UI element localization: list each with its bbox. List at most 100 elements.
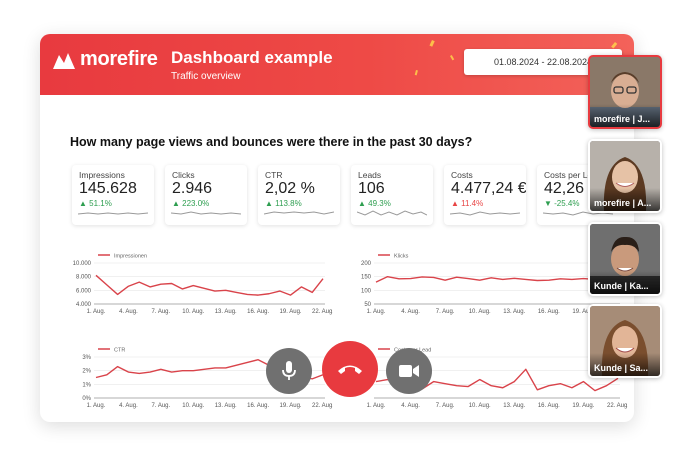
x-tick-label: 1. Aug. [367, 309, 386, 315]
kpi-value: 145.628 [79, 180, 137, 197]
series-line [375, 275, 619, 283]
participant-name: morefire | A... [590, 188, 660, 211]
costs-per-lead-line-chart: Costs per Lead1. Aug.4. Aug.7. Aug.10. A… [367, 348, 628, 410]
camera-button[interactable] [386, 348, 432, 394]
y-tick-label: 3% [82, 355, 91, 361]
y-tick-label: 0% [82, 396, 91, 402]
x-tick-label: 10. Aug. [182, 403, 204, 409]
dashboard-title: Dashboard example [171, 48, 333, 67]
y-tick-label: 2% [82, 369, 91, 375]
kpi-label: Costs per Le [544, 170, 593, 180]
kpi-card-clicks[interactable]: Clicks 2.946 ▲ 223.0% [165, 165, 247, 225]
x-tick-label: 7. Aug. [152, 403, 171, 409]
legend-label: Klicks [394, 254, 409, 260]
kpi-card-impressions[interactable]: Impressions 145.628 ▲ 51.1% [72, 165, 154, 225]
kpi-label: Costs [451, 170, 473, 180]
y-tick-label: 200 [361, 261, 372, 267]
kpi-sparkline [357, 210, 427, 216]
x-tick-label: 19. Aug. [572, 309, 594, 315]
y-tick-label: 6.000 [76, 288, 92, 294]
x-tick-label: 19. Aug. [280, 309, 302, 315]
x-tick-label: 13. Aug. [215, 403, 237, 409]
participant-tile-2[interactable]: morefire | A... [588, 139, 662, 213]
x-tick-label: 22. Aug. [607, 403, 628, 409]
y-tick-label: 100 [361, 288, 372, 294]
kpi-delta: ▲ 113.8% [265, 199, 302, 208]
kpi-value: 4.477,24 € [451, 180, 526, 197]
x-tick-label: 7. Aug. [436, 403, 455, 409]
kpi-value: 106 [358, 180, 385, 197]
participant-tile-1[interactable]: morefire | J... [588, 55, 662, 129]
y-tick-label: 10.000 [73, 261, 92, 267]
x-tick-label: 13. Aug. [503, 403, 525, 409]
x-tick-label: 19. Aug. [572, 403, 594, 409]
participant-tile-4[interactable]: Kunde | Sa... [588, 304, 662, 378]
video-camera-icon [399, 365, 419, 377]
x-tick-label: 4. Aug. [401, 309, 420, 315]
microphone-icon [282, 361, 296, 380]
x-tick-label: 4. Aug. [401, 403, 420, 409]
y-tick-label: 4.000 [76, 302, 92, 308]
y-tick-label: 1% [82, 382, 91, 388]
morefire-logo-icon [53, 52, 75, 69]
kpi-delta: ▲ 11.4% [451, 199, 484, 208]
series-line [95, 274, 324, 296]
dashboard-header: morefire Dashboard example Traffic overv… [40, 34, 634, 95]
x-tick-label: 10. Aug. [469, 403, 491, 409]
x-tick-label: 13. Aug. [503, 309, 525, 315]
x-tick-label: 16. Aug. [247, 403, 269, 409]
x-tick-label: 7. Aug. [436, 309, 455, 315]
kpi-sparkline [543, 211, 613, 216]
morefire-logo[interactable]: morefire [52, 48, 158, 71]
x-tick-label: 22. Aug. [312, 403, 333, 409]
kpi-label: Leads [358, 170, 382, 180]
participant-tile-3[interactable]: Kunde | Ka... [588, 222, 662, 296]
kpi-card-ctr[interactable]: CTR 2,02 % ▲ 113.8% [258, 165, 340, 225]
x-tick-label: 22. Aug. [312, 309, 333, 315]
kpi-sparkline [171, 211, 241, 215]
kpi-delta: ▼ -25.4% [544, 199, 580, 208]
x-tick-label: 16. Aug. [538, 309, 560, 315]
dashboard-subtitle: Traffic overview [171, 71, 241, 82]
kpi-delta: ▲ 51.1% [79, 199, 112, 208]
kpi-label: Impressions [79, 170, 125, 180]
kpi-value: 2,02 % [265, 180, 315, 197]
x-tick-label: 7. Aug. [152, 309, 171, 315]
x-tick-label: 4. Aug. [119, 403, 138, 409]
x-tick-label: 1. Aug. [87, 309, 106, 315]
kpi-sparkline [450, 211, 520, 216]
microphone-button[interactable] [266, 348, 312, 394]
participant-name: Kunde | Sa... [590, 353, 660, 376]
x-tick-label: 16. Aug. [538, 403, 560, 409]
x-tick-label: 10. Aug. [469, 309, 491, 315]
x-tick-label: 1. Aug. [367, 403, 386, 409]
kpi-sparkline [264, 211, 334, 215]
kpi-label: CTR [265, 170, 283, 180]
question-heading: How many page views and bounces were the… [70, 135, 473, 149]
clicks-line-chart: Klicks 200 150 100 501. Aug. 4. Aug. 7. Aug. 10… [361, 254, 628, 316]
x-tick-label: 10. Aug. [182, 309, 204, 315]
y-tick-label: 8.000 [76, 275, 92, 281]
participant-name: morefire | J... [590, 104, 660, 127]
kpi-delta: ▲ 49.3% [358, 199, 391, 208]
hang-up-button[interactable] [322, 341, 378, 397]
ctr-line-chart: CTR 3% 2% 1% 0%1. Aug. 4. Aug. 7. Aug. 10. Aug.… [82, 348, 333, 410]
y-tick-label: 150 [361, 275, 372, 281]
kpi-value: 2.946 [172, 180, 213, 197]
kpi-card-leads[interactable]: Leads 106 ▲ 49.3% [351, 165, 433, 225]
kpi-card-costs[interactable]: Costs 4.477,24 € ▲ 11.4% [444, 165, 526, 225]
kpi-delta: ▲ 223.0% [172, 199, 210, 208]
legend-label: CTR [114, 348, 125, 354]
participant-name: Kunde | Ka... [590, 271, 660, 294]
kpi-sparkline [78, 212, 148, 215]
x-tick-label: 16. Aug. [247, 309, 269, 315]
x-tick-label: 1. Aug. [87, 403, 106, 409]
x-tick-label: 19. Aug. [280, 403, 302, 409]
kpi-label: Clicks [172, 170, 195, 180]
phone-hangup-icon [338, 365, 362, 374]
x-tick-label: 4. Aug. [119, 309, 138, 315]
y-tick-label: 50 [364, 302, 371, 308]
brand-name: morefire [80, 48, 158, 70]
legend-label: Impressionen [114, 254, 147, 260]
